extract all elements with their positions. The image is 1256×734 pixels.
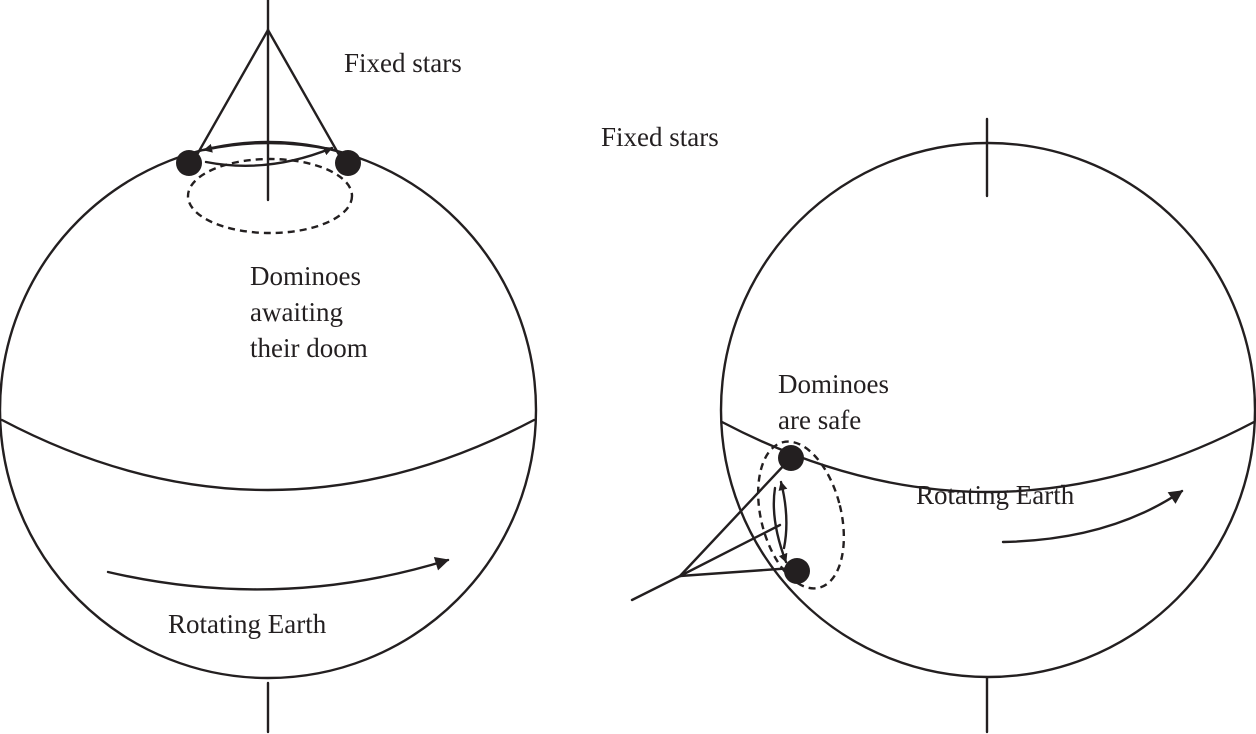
left-swing-arrow-lower: [204, 146, 334, 167]
left-swing-arrow-upper: [202, 141, 336, 153]
left-rotating-earth-label: Rotating Earth: [168, 609, 327, 639]
left-dominoes-line-2: awaiting: [250, 297, 343, 327]
right-swing-arrow-down: [772, 486, 788, 564]
right-dominoes-label: Dominoes are safe: [778, 366, 889, 438]
left-dominoes-line-1: Dominoes: [250, 261, 361, 291]
left-earth-equator: [0, 418, 536, 492]
right-panel: [630, 117, 1256, 734]
right-swing-arrow-up: [778, 480, 788, 550]
left-pendulum-string-right: [266, 28, 344, 162]
right-rotating-earth-label: Rotating Earth: [916, 480, 1075, 510]
right-pendulum-bob-bottom: [784, 558, 810, 584]
left-pendulum-bob-right: [335, 150, 361, 176]
right-pendulum-support: [630, 574, 682, 602]
right-rotation-arrow: [1001, 489, 1184, 544]
left-rotation-arrow: [106, 557, 450, 591]
left-dominoes-label: Dominoes awaiting their doom: [250, 258, 368, 366]
right-dominoes-line-2: are safe: [778, 405, 862, 435]
left-pendulum-bob-left: [176, 150, 202, 176]
right-pendulum-string-lower: [678, 566, 795, 578]
right-pendulum-string-upper: [678, 460, 789, 578]
right-pendulum-bob-top: [778, 445, 804, 471]
right-pendulum-brace: [678, 523, 782, 578]
right-fixed-stars-label: Fixed stars: [601, 122, 719, 152]
left-dominoes-line-3: their doom: [250, 333, 368, 363]
left-fixed-stars-label: Fixed stars: [344, 48, 462, 78]
left-domino-circle: [186, 157, 354, 235]
left-panel: [0, 0, 538, 734]
right-dominoes-line-1: Dominoes: [778, 369, 889, 399]
left-earth-sphere: [0, 140, 538, 680]
left-pendulum-string-left: [192, 28, 270, 162]
right-domino-circle: [756, 440, 846, 590]
